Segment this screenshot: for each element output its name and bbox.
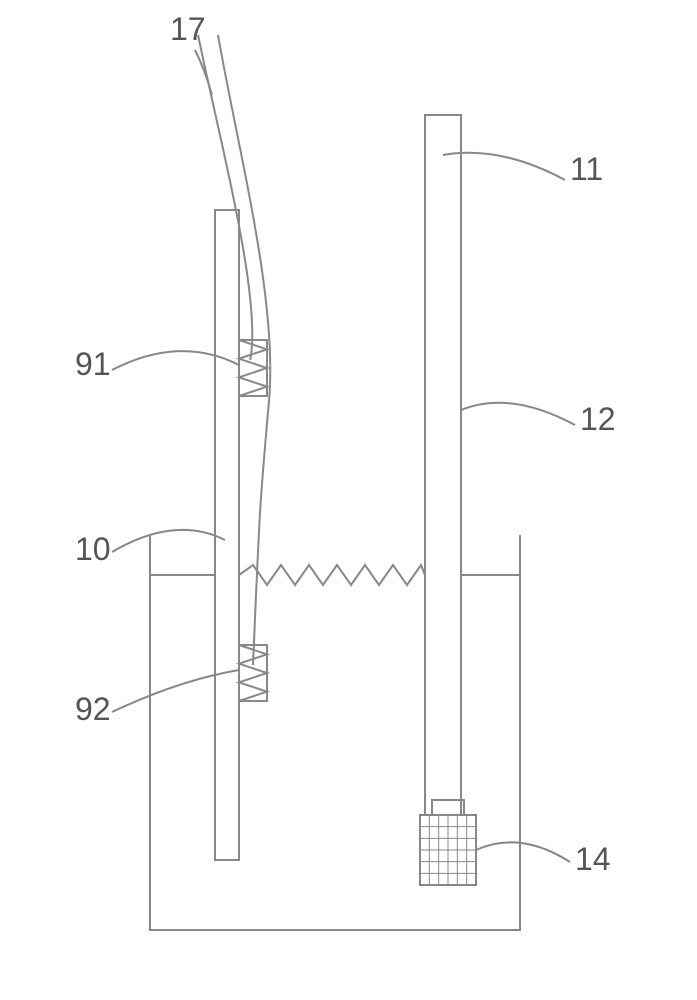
label-92: 92	[75, 691, 111, 727]
coil-upper-zigzag	[239, 340, 267, 396]
label-91: 91	[75, 346, 111, 382]
schematic-diagram: 17 11 12 91 10 92 14	[0, 0, 697, 1000]
left-rod	[215, 210, 239, 860]
leader-92	[112, 670, 239, 712]
label-11: 11	[570, 151, 603, 187]
leader-91	[112, 351, 239, 370]
label-17: 17	[170, 11, 206, 47]
right-rod	[425, 115, 461, 815]
leader-14	[476, 842, 570, 862]
container	[150, 535, 520, 930]
wire-a	[198, 35, 252, 360]
label-12: 12	[580, 401, 616, 437]
water-line-wave	[239, 565, 425, 585]
leader-10	[112, 530, 225, 552]
leader-12	[461, 403, 575, 425]
label-14: 14	[575, 841, 611, 877]
label-10: 10	[75, 531, 111, 567]
filter-cap	[432, 800, 464, 815]
